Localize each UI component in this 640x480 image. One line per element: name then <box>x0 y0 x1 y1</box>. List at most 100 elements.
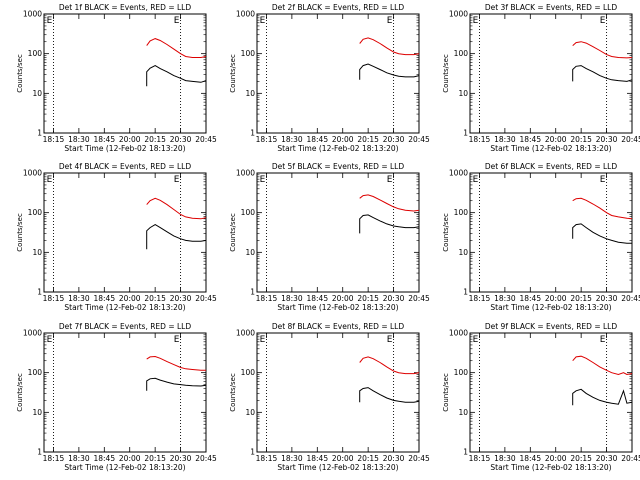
x-tick-label: 18:30 <box>281 454 303 463</box>
events-series-line <box>572 388 633 406</box>
plot-frame <box>43 13 207 134</box>
x-tick-label: 20:15 <box>357 135 379 144</box>
y-tick-label: 1000 <box>449 10 468 19</box>
y-tick-label: 1 <box>37 129 42 138</box>
y-tick-label: 1000 <box>23 329 42 338</box>
y-tick-label: 10 <box>245 89 255 98</box>
plot-frame <box>43 332 207 453</box>
x-tick-label: 20:30 <box>383 135 405 144</box>
x-tick-label: 20:30 <box>383 454 405 463</box>
plot-frame <box>469 172 633 293</box>
x-tick-label: 20:15 <box>570 294 592 303</box>
lld-series-line <box>146 355 206 371</box>
y-tick-label: 1000 <box>236 169 255 178</box>
event-marker-label: E <box>47 335 53 345</box>
x-tick-label: 20:15 <box>144 294 166 303</box>
event-marker-label: E <box>260 335 266 345</box>
y-tick-label: 1000 <box>23 10 42 19</box>
x-tick-label: 20:45 <box>408 135 430 144</box>
x-tick-label: 18:30 <box>281 135 303 144</box>
chart-panel: Det 5f BLACK = Events, RED = LLD 1 10 100 10… <box>229 162 430 312</box>
events-series-line <box>572 223 632 244</box>
x-tick-label: 20:30 <box>170 454 192 463</box>
lld-series-line <box>572 355 633 376</box>
lld-series-line <box>359 356 420 375</box>
x-tick-label: 18:15 <box>43 135 65 144</box>
x-axis-label: Start Time (12-Feb-02 18:13:20) <box>64 463 185 472</box>
y-axis-label: Counts/sec <box>442 373 450 412</box>
x-axis-label: Start Time (12-Feb-02 18:13:20) <box>277 144 398 153</box>
y-tick-label: 10 <box>245 408 255 417</box>
y-tick-label: 100 <box>454 208 469 217</box>
x-tick-label: 18:30 <box>68 135 90 144</box>
x-tick-label: 20:15 <box>357 294 379 303</box>
x-tick-label: 18:30 <box>494 135 516 144</box>
event-marker-label: E <box>600 335 606 345</box>
y-tick-label: 100 <box>241 49 256 58</box>
y-axis-label: Counts/sec <box>442 54 450 93</box>
event-marker-label: E <box>174 175 180 185</box>
chart-panel: Det 8f BLACK = Events, RED = LLD 1 10 100 10… <box>229 322 430 472</box>
event-marker-label: E <box>260 175 266 185</box>
event-marker-label: E <box>387 175 393 185</box>
x-tick-label: 20:00 <box>332 454 354 463</box>
lld-series-line <box>359 37 420 56</box>
y-axis-label: Counts/sec <box>229 54 237 93</box>
plot-frame <box>43 172 207 293</box>
y-tick-label: 100 <box>28 49 43 58</box>
event-marker-label: E <box>387 335 393 345</box>
y-tick-label: 10 <box>245 248 255 257</box>
y-tick-label: 10 <box>32 89 42 98</box>
x-tick-label: 18:45 <box>306 294 328 303</box>
y-tick-label: 100 <box>241 208 256 217</box>
x-tick-label: 20:45 <box>408 294 430 303</box>
events-series-line <box>359 214 420 234</box>
x-axis-label: Start Time (12-Feb-02 18:13:20) <box>490 303 611 312</box>
x-tick-label: 18:30 <box>494 454 516 463</box>
x-tick-label: 20:45 <box>195 135 217 144</box>
x-tick-label: 18:15 <box>469 294 491 303</box>
x-tick-label: 20:00 <box>332 294 354 303</box>
y-tick-label: 10 <box>32 248 42 257</box>
plot-frame <box>256 172 420 293</box>
x-tick-label: 18:45 <box>306 135 328 144</box>
x-tick-label: 20:45 <box>621 294 640 303</box>
y-tick-label: 10 <box>458 408 468 417</box>
lld-series-line <box>146 197 207 220</box>
x-tick-label: 20:15 <box>144 135 166 144</box>
y-tick-label: 10 <box>458 89 468 98</box>
chart-panel: Det 2f BLACK = Events, RED = LLD 1 10 100 10… <box>229 3 430 153</box>
x-tick-label: 18:45 <box>93 294 115 303</box>
x-tick-label: 18:45 <box>306 454 328 463</box>
x-tick-label: 20:00 <box>545 294 567 303</box>
x-tick-label: 20:30 <box>596 454 618 463</box>
chart-panel: Det 6f BLACK = Events, RED = LLD 1 10 100 10… <box>442 162 640 312</box>
plot-frame <box>469 13 633 134</box>
event-marker-label: E <box>473 175 479 185</box>
y-tick-label: 1 <box>463 288 468 297</box>
y-tick-label: 100 <box>241 368 256 377</box>
plot-frame <box>256 13 420 134</box>
x-tick-label: 20:45 <box>621 454 640 463</box>
event-marker-label: E <box>260 16 266 26</box>
x-tick-label: 20:00 <box>119 135 141 144</box>
y-tick-label: 1000 <box>23 169 42 178</box>
events-series-line <box>146 65 207 87</box>
x-axis-label: Start Time (12-Feb-02 18:13:20) <box>490 144 611 153</box>
x-tick-label: 20:00 <box>119 454 141 463</box>
y-axis-label: Counts/sec <box>16 54 24 93</box>
lld-series-line <box>359 194 420 212</box>
y-tick-label: 1 <box>37 288 42 297</box>
x-tick-label: 18:15 <box>43 454 65 463</box>
x-tick-label: 20:15 <box>570 454 592 463</box>
y-axis-label: Counts/sec <box>442 213 450 252</box>
y-tick-label: 1000 <box>236 329 255 338</box>
y-tick-label: 1 <box>250 448 255 457</box>
x-tick-label: 20:30 <box>383 294 405 303</box>
event-marker-label: E <box>473 16 479 26</box>
y-tick-label: 1000 <box>449 169 468 178</box>
x-tick-label: 20:30 <box>596 294 618 303</box>
chart-panel: Det 1f BLACK = Events, RED = LLD 1 10 100 10… <box>16 3 217 153</box>
events-series-line <box>146 377 207 391</box>
